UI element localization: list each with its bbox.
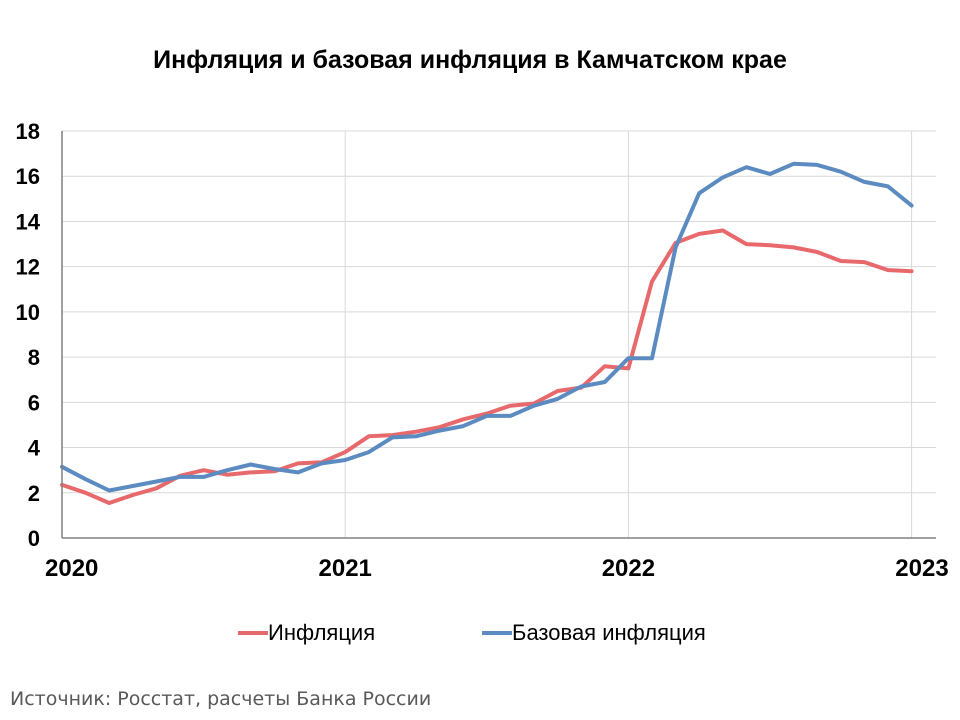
y-tick-label: 12 xyxy=(16,255,40,280)
grid-lines xyxy=(62,130,936,538)
y-tick-label: 6 xyxy=(28,390,40,415)
x-tick-label: 2022 xyxy=(602,555,655,582)
x-tick-label: 2023 xyxy=(895,555,948,582)
chart-title: Инфляция и базовая инфляция в Камчатском… xyxy=(153,46,787,74)
y-tick-label: 14 xyxy=(16,209,41,234)
x-tick-label: 2020 xyxy=(45,555,98,582)
y-tick-label: 16 xyxy=(16,164,40,189)
legend-swatch-inflation xyxy=(238,631,268,635)
legend-item-inflation: Инфляция xyxy=(238,620,375,646)
axes xyxy=(61,131,936,539)
legend-swatch-core-inflation xyxy=(482,631,512,635)
legend-label-core-inflation: Базовая инфляция xyxy=(512,620,706,645)
legend-label-inflation: Инфляция xyxy=(268,620,376,645)
y-tick-label: 10 xyxy=(16,300,40,325)
x-tick-label: 2021 xyxy=(319,555,372,582)
y-axis-ticks: 0 2 4 6 8 10 12 14 16 18 xyxy=(16,119,41,551)
y-tick-label: 2 xyxy=(28,481,40,506)
series-line-core-inflation xyxy=(60,161,914,493)
x-axis-ticks: 2020 2021 2022 2023 xyxy=(45,555,949,582)
source-note: Источник: Росстат, расчеты Банка России xyxy=(10,688,432,710)
series-line-inflation xyxy=(60,228,914,505)
legend: Инфляция Базовая инфляция xyxy=(0,620,960,650)
y-tick-label: 4 xyxy=(28,436,41,461)
y-tick-label: 18 xyxy=(16,119,40,144)
series-lines xyxy=(60,161,914,505)
legend-item-core-inflation: Базовая инфляция xyxy=(482,620,706,646)
y-tick-label: 8 xyxy=(28,345,40,370)
y-tick-label: 0 xyxy=(28,526,40,551)
